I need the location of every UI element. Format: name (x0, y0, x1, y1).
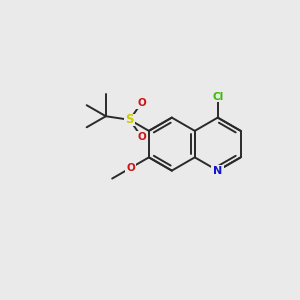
Bar (125, 162, 136, 174)
Bar (124, 114, 135, 126)
Bar (136, 131, 147, 143)
Text: O: O (137, 98, 146, 108)
Text: O: O (126, 163, 135, 173)
Bar (211, 165, 224, 176)
Text: N: N (213, 166, 222, 176)
Bar (207, 92, 228, 102)
Bar (136, 97, 147, 109)
Text: O: O (137, 132, 146, 142)
Text: Cl: Cl (212, 92, 223, 102)
Text: S: S (125, 113, 134, 126)
